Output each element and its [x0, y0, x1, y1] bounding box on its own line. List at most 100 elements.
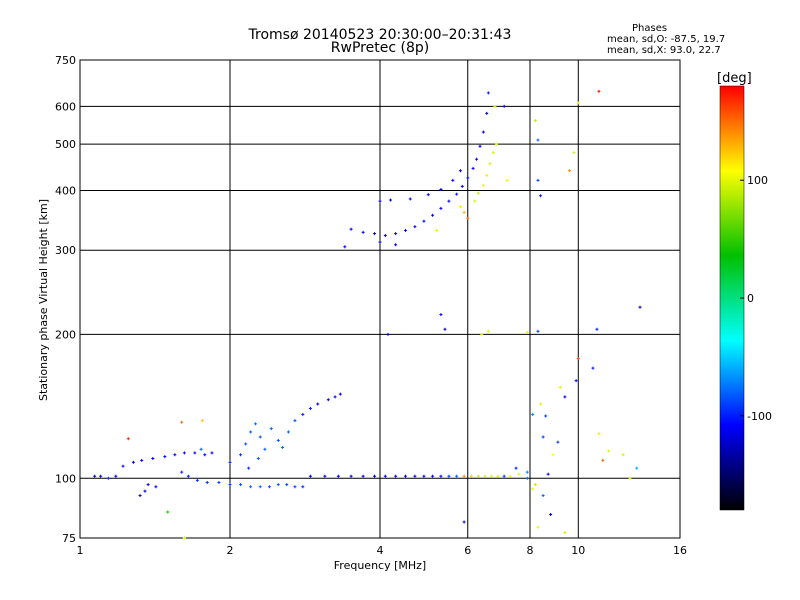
- data-point: [544, 414, 548, 418]
- y-axis-label: Stationary phase Virtual Height [km]: [37, 199, 50, 401]
- data-point: [591, 366, 595, 370]
- data-point: [249, 430, 253, 434]
- data-point: [378, 199, 382, 203]
- data-point: [217, 480, 221, 484]
- data-point: [462, 210, 466, 214]
- data-point: [210, 451, 214, 455]
- data-point: [525, 330, 529, 334]
- data-point: [253, 422, 257, 426]
- data-point: [383, 474, 387, 478]
- data-point: [93, 474, 97, 478]
- data-point: [525, 476, 529, 480]
- data-point: [638, 305, 642, 309]
- data-point: [551, 453, 555, 457]
- data-point: [180, 470, 184, 474]
- data-point: [549, 512, 553, 516]
- data-point: [186, 474, 190, 478]
- data-point: [182, 536, 186, 540]
- x-tick-label: 6: [464, 544, 471, 557]
- plot-grid: [80, 60, 680, 538]
- data-point: [349, 474, 353, 478]
- data-point: [316, 402, 320, 406]
- data-point: [576, 357, 580, 361]
- data-point: [483, 474, 487, 478]
- data-point: [263, 447, 267, 451]
- data-point: [239, 483, 243, 487]
- phases-x-mode: mean, sd,X: 93.0, 22.7: [607, 45, 721, 56]
- data-point: [146, 483, 150, 487]
- data-point: [502, 104, 506, 108]
- x-tick-label: 1: [77, 544, 84, 557]
- data-point: [556, 440, 560, 444]
- data-point: [163, 455, 167, 459]
- data-point: [478, 144, 482, 148]
- data-point: [476, 191, 480, 195]
- x-tick-label: 16: [673, 544, 687, 557]
- data-point: [326, 398, 330, 402]
- data-point: [276, 483, 280, 487]
- data-point: [494, 142, 498, 146]
- data-point: [126, 437, 130, 441]
- data-point: [486, 91, 490, 95]
- data-point: [462, 474, 466, 478]
- data-point: [481, 130, 485, 134]
- data-point: [536, 138, 540, 142]
- data-point: [485, 173, 489, 177]
- colorbar-ticks: 100 0 -100: [740, 174, 772, 423]
- data-point: [496, 474, 500, 478]
- data-point: [386, 332, 390, 336]
- data-point: [563, 395, 567, 399]
- data-points: [93, 89, 642, 540]
- data-point: [508, 474, 512, 478]
- data-point: [460, 184, 464, 188]
- x-tick-label: 8: [527, 544, 534, 557]
- data-point: [597, 432, 601, 436]
- data-point: [531, 487, 535, 491]
- data-point: [408, 197, 412, 201]
- x-tick-label: 2: [227, 544, 234, 557]
- data-point: [531, 412, 535, 416]
- data-point: [413, 474, 417, 478]
- data-point: [193, 451, 197, 455]
- data-point: [621, 453, 625, 457]
- colorbar-tick-label: -100: [747, 410, 772, 423]
- data-point: [336, 474, 340, 478]
- data-point: [281, 445, 285, 449]
- data-point: [541, 435, 545, 439]
- data-point: [228, 460, 232, 464]
- data-point: [361, 474, 365, 478]
- data-point: [378, 240, 382, 244]
- data-point: [601, 458, 605, 462]
- data-point: [323, 474, 327, 478]
- data-point: [308, 474, 312, 478]
- data-point: [455, 192, 459, 196]
- data-point: [422, 474, 426, 478]
- chart-title: Tromsø 20140523 20:30:00–20:31:43: [248, 27, 512, 43]
- y-tick-label: 300: [55, 244, 76, 257]
- data-point: [480, 332, 484, 336]
- x-tick-label: 10: [571, 544, 585, 557]
- data-point: [525, 470, 529, 474]
- data-point: [258, 435, 262, 439]
- data-point: [333, 395, 337, 399]
- data-point: [403, 228, 407, 232]
- data-point: [462, 520, 466, 524]
- data-point: [203, 453, 207, 457]
- data-point: [131, 460, 135, 464]
- y-tick-labels: 75 100 200 300 400 500 600 750: [55, 54, 76, 545]
- data-point: [493, 104, 497, 108]
- data-point: [439, 474, 443, 478]
- data-point: [447, 199, 451, 203]
- y-tick-label: 400: [55, 184, 76, 197]
- data-point: [394, 474, 398, 478]
- data-point: [466, 216, 470, 220]
- data-point: [256, 456, 260, 460]
- data-point: [476, 474, 480, 478]
- data-point: [439, 187, 443, 191]
- phases-heading: Phases: [632, 23, 668, 34]
- data-point: [195, 478, 199, 482]
- data-point: [536, 178, 540, 182]
- data-point: [143, 489, 147, 493]
- data-point: [338, 392, 342, 396]
